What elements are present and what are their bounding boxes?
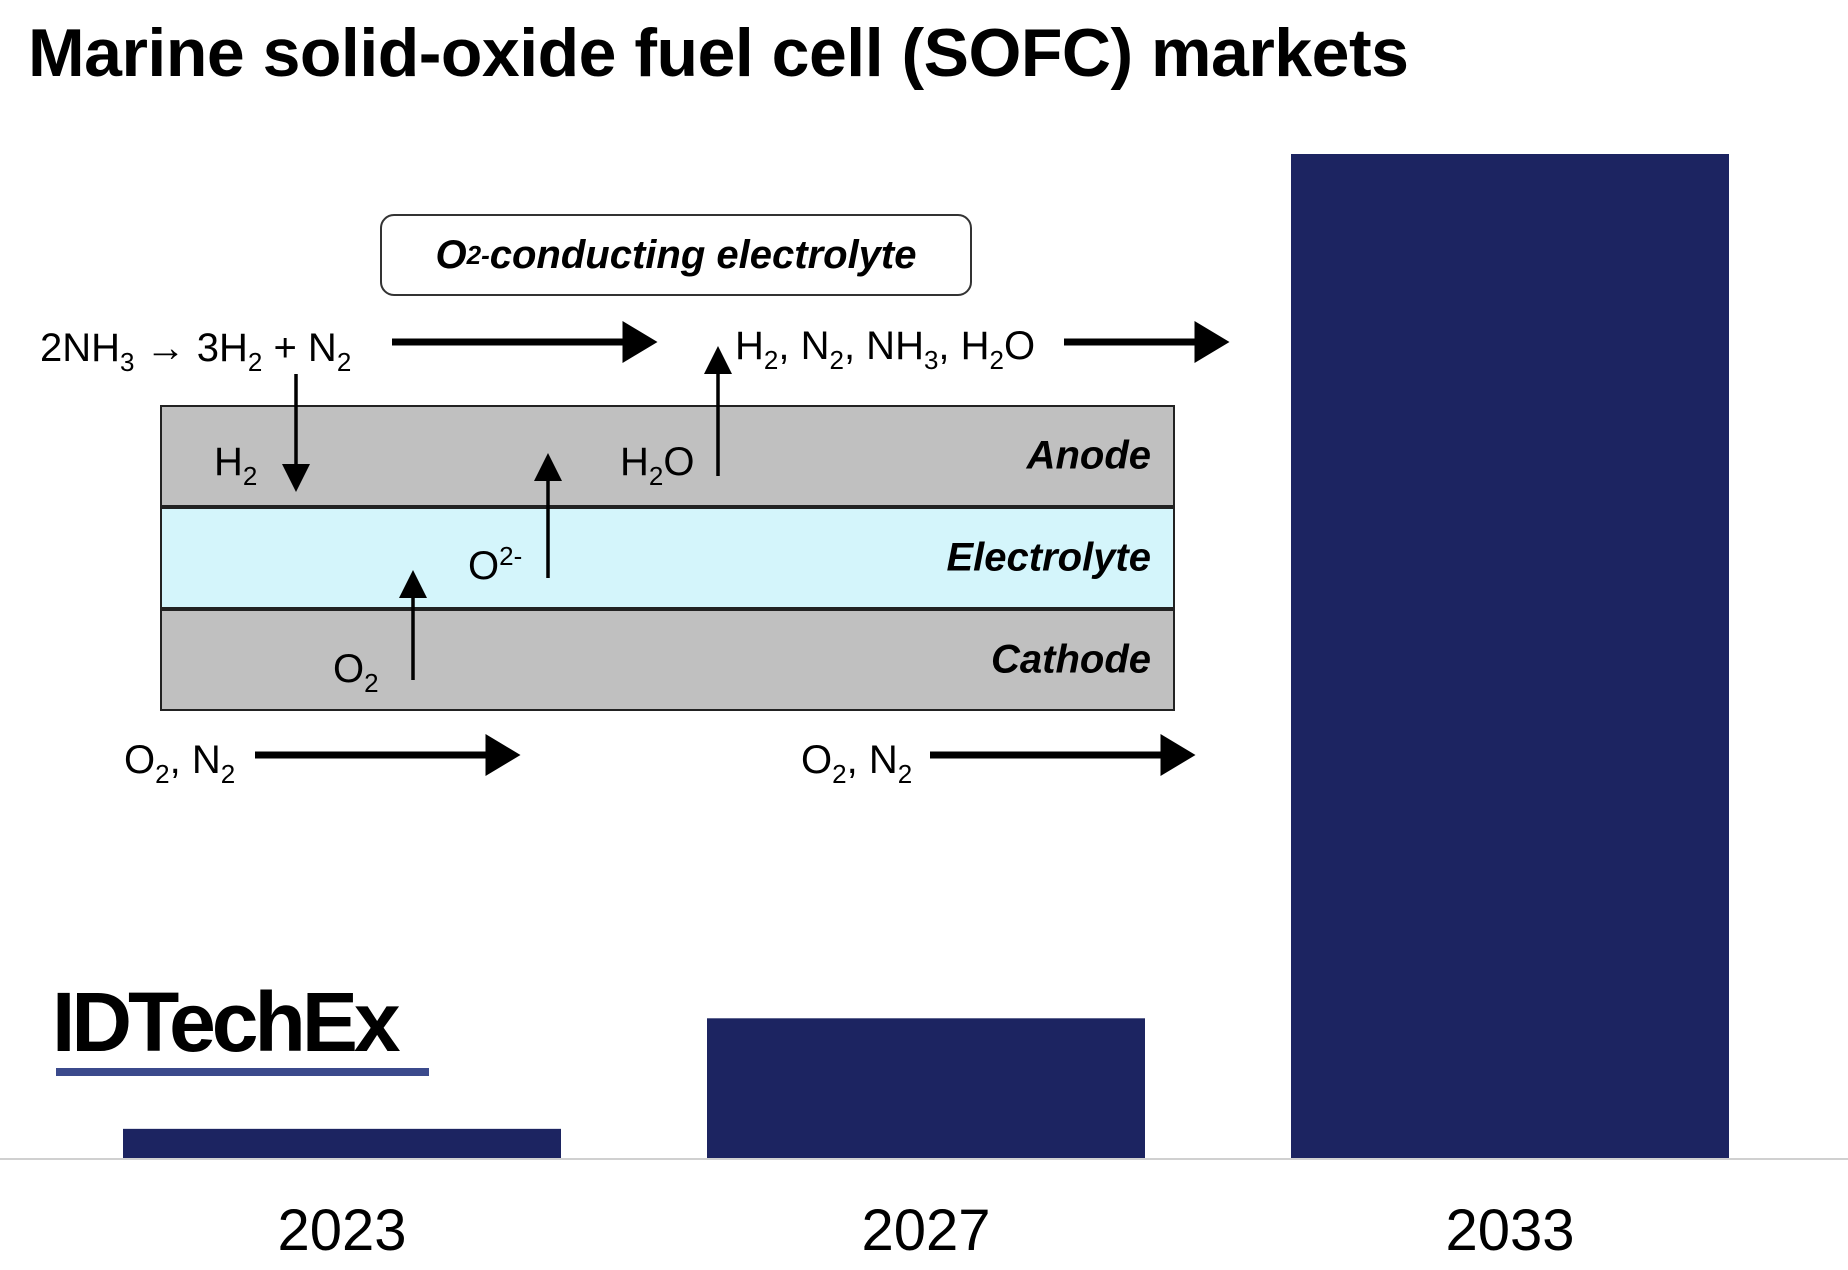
h2-label: H2 [214, 440, 258, 491]
bar-2027 [707, 1018, 1145, 1159]
electrolyte-type-box: O 2- conducting electrolyte [380, 214, 972, 296]
electrolyte-label: Electrolyte [946, 535, 1151, 580]
air-out-label: O2, N2 [801, 738, 913, 789]
bar-2023 [123, 1128, 561, 1159]
electrolyte-box-text: conducting electrolyte [489, 232, 917, 277]
o2minus-label: O2- [468, 541, 523, 588]
chart-title: Marine solid-oxide fuel cell (SOFC) mark… [28, 15, 1409, 91]
idtechex-logo: IDTechEx [52, 975, 401, 1069]
electrolyte-box-o: O [435, 232, 467, 277]
x-tick-label-2023: 2023 [277, 1198, 406, 1263]
bars-group [123, 154, 1729, 1159]
bar-2033 [1291, 154, 1729, 1159]
anode-layer: Anode [160, 405, 1175, 507]
o2-label: O2 [333, 647, 379, 698]
electrolyte-layer: Electrolyte [160, 507, 1175, 609]
anode-label: Anode [1026, 433, 1151, 478]
air-in-label: O2, N2 [124, 738, 236, 789]
exhaust-label: H2, N2, NH3, H2O [735, 324, 1036, 375]
cathode-layer: Cathode [160, 609, 1175, 711]
h2o-label: H2O [620, 440, 695, 491]
cathode-label: Cathode [991, 637, 1151, 682]
x-tick-labels: 2023 2027 2033 [277, 1198, 1574, 1263]
x-tick-label-2033: 2033 [1445, 1198, 1574, 1263]
logo-underline [56, 1068, 429, 1076]
reaction-label: 2NH3 → 3H2 + N2 [40, 326, 352, 377]
x-tick-label-2027: 2027 [861, 1198, 990, 1263]
